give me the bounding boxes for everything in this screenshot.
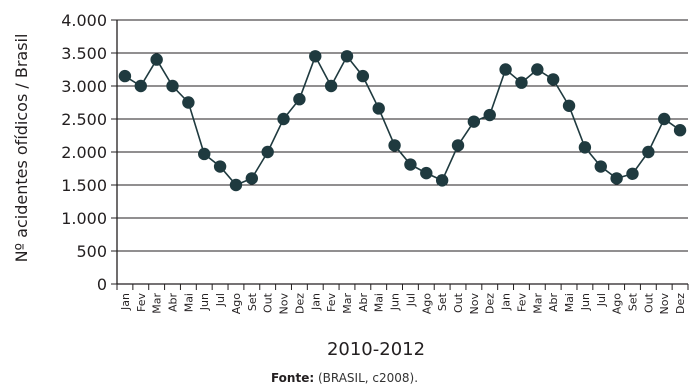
x-tick-label: Abr	[167, 293, 180, 313]
data-point	[673, 124, 687, 137]
data-point	[626, 167, 639, 180]
data-point	[166, 79, 179, 93]
gridlines	[117, 19, 688, 252]
x-tick-label: Dez	[484, 293, 497, 314]
y-tick-label: 0	[97, 275, 107, 294]
data-point	[594, 160, 607, 173]
y-tick-label: 500	[76, 242, 107, 261]
x-tick-label: Out	[262, 292, 275, 313]
data-point	[277, 112, 290, 126]
x-axis-label: 2010-2012	[327, 339, 425, 360]
y-tick-label: 3.000	[61, 77, 107, 96]
x-tick-label: Ago	[230, 293, 243, 315]
x-tick-label: Nov	[658, 293, 671, 315]
data-point	[578, 141, 592, 154]
data-point	[182, 96, 195, 109]
y-tick-label: 3.500	[61, 44, 107, 63]
x-tick-label: Jun	[389, 293, 402, 311]
data-point	[435, 174, 449, 187]
x-tick-label: Jul	[404, 293, 417, 307]
data-point	[642, 145, 655, 159]
x-tick-label: Mai	[373, 293, 386, 312]
x-tick-label: Mai	[563, 293, 576, 312]
x-tick-label: Abr	[547, 293, 560, 313]
y-tick-label: 1.000	[61, 209, 107, 228]
x-tick-label: Jun	[579, 293, 592, 311]
data-point	[515, 76, 528, 89]
x-tick-label: Dez	[674, 293, 687, 314]
x-tick-label: Mar	[151, 293, 164, 314]
data-point	[546, 73, 560, 86]
x-tick-labels: Jan Fev Mar Abr Mai Jun Jul Ago Set Out Nov Dez Jan F…	[119, 292, 687, 314]
data-point	[388, 139, 401, 152]
x-tick-label: Jul	[595, 293, 608, 307]
data-point	[245, 172, 259, 185]
data-point	[198, 147, 211, 161]
x-tick-label: Set	[626, 292, 639, 311]
data-point	[562, 99, 576, 113]
x-tick-label: Jul	[214, 293, 227, 307]
data-point	[658, 112, 671, 126]
data-point	[356, 69, 370, 83]
y-tick-labels: 0 500 1.000 1.500 2.000 2.500 3.000 3.500 4.000	[61, 11, 107, 294]
y-tick-label: 2.000	[61, 143, 107, 162]
data-point	[340, 50, 354, 63]
x-tick-label: Nov	[468, 293, 481, 315]
source-label: Fonte:	[270, 371, 315, 385]
data-point	[372, 102, 385, 115]
x-tick-label: Fev	[515, 293, 528, 312]
x-tick-label: Fev	[325, 293, 338, 312]
y-tick-label: 2.500	[61, 110, 107, 129]
x-tick-label: Out	[452, 292, 465, 313]
axes	[111, 19, 689, 290]
data-points	[118, 50, 687, 192]
source-note: Fonte: (BRASIL, c2008).	[0, 371, 689, 385]
data-point	[467, 115, 481, 128]
data-point	[404, 158, 417, 171]
data-point	[150, 53, 163, 66]
x-tick-label: Jan	[500, 293, 513, 311]
data-point	[483, 108, 496, 122]
x-tick-label: Abr	[357, 293, 370, 313]
x-tick-label: Mar	[531, 293, 544, 314]
y-tick-label: 4.000	[61, 11, 107, 30]
x-tick-label: Jun	[198, 293, 211, 311]
data-point	[134, 79, 147, 93]
x-tick-label: Set	[436, 292, 449, 311]
data-point	[293, 93, 306, 106]
x-tick-label: Dez	[293, 293, 306, 314]
x-tick-label: Ago	[420, 293, 433, 315]
data-point	[610, 172, 623, 185]
x-tick-label: Mar	[341, 293, 354, 314]
x-tick-label: Fev	[135, 293, 148, 312]
data-point	[309, 50, 322, 63]
x-tick-label: Nov	[278, 293, 291, 315]
y-axis-label: Nº acidentes ofídicos / Brasil	[12, 34, 31, 263]
data-point	[229, 178, 243, 192]
source-text: (BRASIL, c2008).	[317, 371, 419, 385]
data-point	[213, 160, 227, 173]
data-point	[531, 63, 544, 76]
x-tick-label: Set	[246, 292, 259, 311]
data-point	[420, 166, 433, 180]
x-tick-label: Jan	[309, 293, 322, 311]
data-point	[499, 63, 512, 76]
x-tick-label: Jan	[119, 293, 132, 311]
data-point	[118, 69, 132, 83]
line-chart: 05001.0001.5002.0002.5003.0003.5004.000 …	[12, 11, 689, 360]
data-point	[324, 79, 338, 93]
x-tick-label: Ago	[611, 293, 624, 315]
x-tick-label: Out	[642, 292, 655, 313]
data-point	[261, 145, 274, 159]
data-point	[451, 139, 465, 152]
x-tick-label: Mai	[182, 293, 195, 312]
y-tick-label: 1.500	[61, 176, 107, 195]
